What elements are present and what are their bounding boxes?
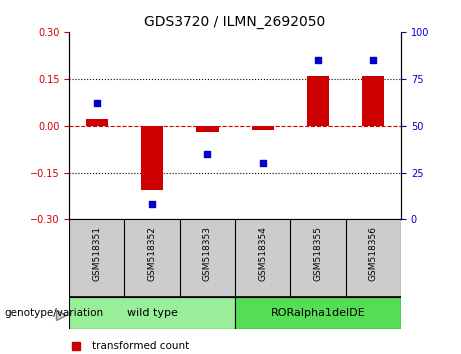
Point — [370, 57, 377, 63]
Text: GSM518356: GSM518356 — [369, 226, 378, 281]
Text: transformed count: transformed count — [92, 341, 189, 351]
Text: GSM518353: GSM518353 — [203, 226, 212, 281]
Title: GDS3720 / ILMN_2692050: GDS3720 / ILMN_2692050 — [144, 16, 326, 29]
Bar — [307, 76, 329, 126]
Text: GSM518352: GSM518352 — [148, 226, 157, 281]
Text: RORalpha1delDE: RORalpha1delDE — [271, 308, 366, 318]
Bar — [69, 297, 235, 329]
Text: wild type: wild type — [127, 308, 177, 318]
Bar — [362, 76, 384, 126]
Bar — [141, 126, 163, 190]
Point — [259, 160, 266, 166]
Point — [93, 100, 100, 106]
Bar — [252, 126, 274, 130]
Bar — [86, 119, 108, 126]
Point — [314, 57, 322, 63]
Text: GSM518354: GSM518354 — [258, 226, 267, 281]
Text: GSM518351: GSM518351 — [92, 226, 101, 281]
Text: GSM518355: GSM518355 — [313, 226, 323, 281]
Bar — [196, 126, 219, 132]
Point — [148, 202, 156, 207]
Bar — [235, 297, 401, 329]
Point — [204, 151, 211, 156]
Text: genotype/variation: genotype/variation — [5, 308, 104, 318]
